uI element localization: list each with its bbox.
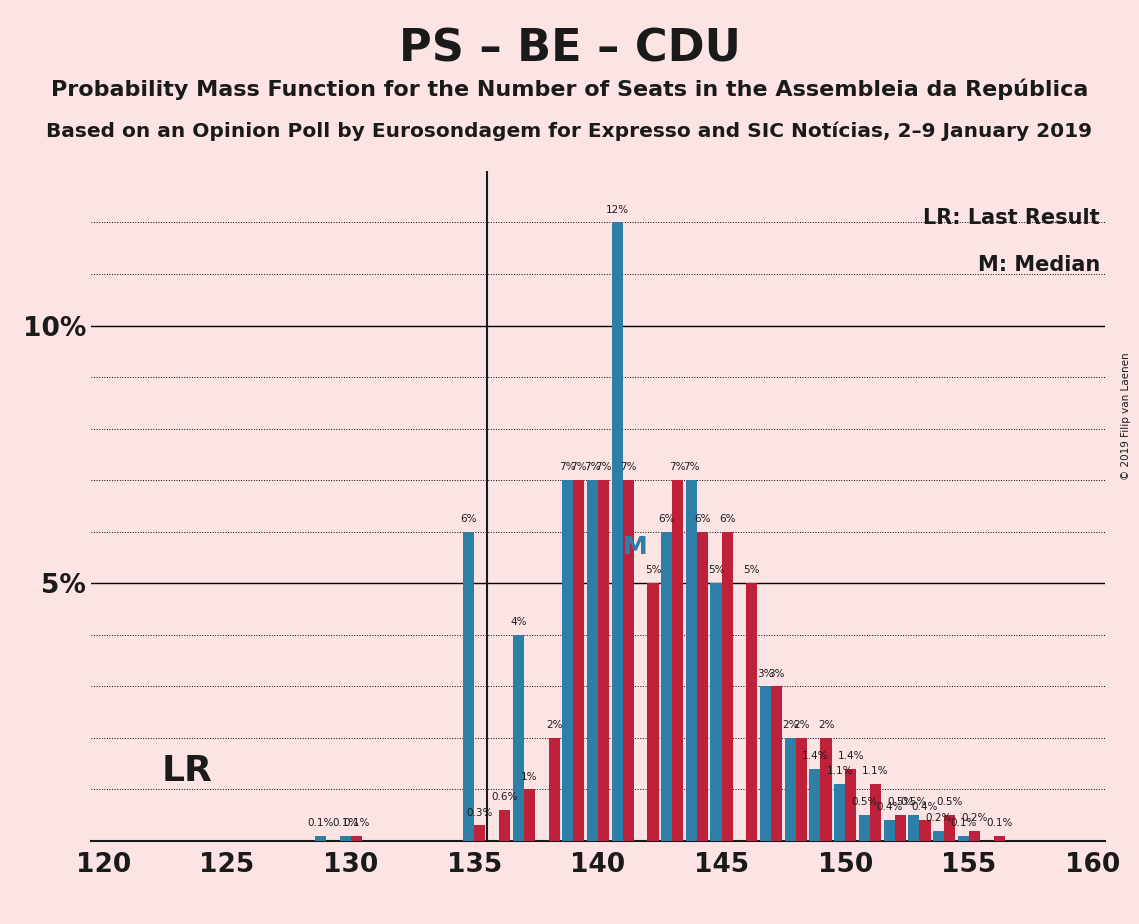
- Bar: [623, 480, 633, 841]
- Bar: [722, 531, 732, 841]
- Bar: [314, 835, 326, 841]
- Text: 6%: 6%: [719, 514, 736, 524]
- Text: 1%: 1%: [522, 772, 538, 782]
- Bar: [549, 737, 559, 841]
- Bar: [771, 687, 782, 841]
- Bar: [464, 531, 474, 841]
- Text: M: M: [623, 535, 647, 559]
- Bar: [598, 480, 609, 841]
- Text: 3%: 3%: [757, 669, 773, 678]
- Bar: [969, 831, 980, 841]
- Text: 4%: 4%: [510, 617, 526, 627]
- Text: 0.2%: 0.2%: [961, 813, 988, 822]
- Text: 3%: 3%: [769, 669, 785, 678]
- Text: 0.5%: 0.5%: [936, 797, 962, 808]
- Text: 1.1%: 1.1%: [862, 766, 888, 776]
- Text: 6%: 6%: [694, 514, 711, 524]
- Text: 0.3%: 0.3%: [467, 808, 493, 818]
- Bar: [908, 815, 919, 841]
- Bar: [859, 815, 870, 841]
- Text: 2%: 2%: [782, 720, 798, 730]
- Bar: [933, 831, 944, 841]
- Bar: [661, 531, 672, 841]
- Bar: [524, 789, 535, 841]
- Text: 1.4%: 1.4%: [837, 751, 865, 761]
- Bar: [810, 769, 820, 841]
- Text: 7%: 7%: [620, 462, 637, 472]
- Bar: [563, 480, 573, 841]
- Bar: [884, 821, 894, 841]
- Text: PS – BE – CDU: PS – BE – CDU: [399, 28, 740, 71]
- Bar: [499, 810, 510, 841]
- Text: 2%: 2%: [818, 720, 834, 730]
- Bar: [746, 583, 757, 841]
- Text: 0.4%: 0.4%: [912, 803, 939, 812]
- Bar: [919, 821, 931, 841]
- Bar: [894, 815, 906, 841]
- Text: LR: Last Result: LR: Last Result: [923, 208, 1100, 228]
- Bar: [612, 223, 623, 841]
- Text: Based on an Opinion Poll by Eurosondagem for Expresso and SIC Notícias, 2–9 Janu: Based on an Opinion Poll by Eurosondagem…: [47, 122, 1092, 141]
- Text: LR: LR: [162, 754, 213, 788]
- Text: 0.1%: 0.1%: [308, 818, 334, 828]
- Text: 7%: 7%: [596, 462, 612, 472]
- Text: Probability Mass Function for the Number of Seats in the Assembleia da República: Probability Mass Function for the Number…: [51, 79, 1088, 100]
- Text: 2%: 2%: [793, 720, 810, 730]
- Bar: [647, 583, 658, 841]
- Text: M: Median: M: Median: [977, 255, 1100, 274]
- Text: 0.1%: 0.1%: [331, 818, 359, 828]
- Text: 0.4%: 0.4%: [876, 803, 902, 812]
- Text: 7%: 7%: [670, 462, 686, 472]
- Bar: [711, 583, 722, 841]
- Bar: [760, 687, 771, 841]
- Text: 7%: 7%: [683, 462, 699, 472]
- Bar: [993, 835, 1005, 841]
- Bar: [339, 835, 351, 841]
- Text: 0.1%: 0.1%: [343, 818, 369, 828]
- Text: 0.5%: 0.5%: [851, 797, 877, 808]
- Bar: [474, 825, 485, 841]
- Text: © 2019 Filip van Laenen: © 2019 Filip van Laenen: [1121, 352, 1131, 480]
- Text: 7%: 7%: [584, 462, 600, 472]
- Bar: [686, 480, 697, 841]
- Bar: [944, 815, 956, 841]
- Text: 12%: 12%: [606, 205, 629, 214]
- Text: 6%: 6%: [460, 514, 477, 524]
- Text: 7%: 7%: [559, 462, 576, 472]
- Bar: [697, 531, 708, 841]
- Bar: [834, 784, 845, 841]
- Bar: [351, 835, 362, 841]
- Text: 0.6%: 0.6%: [491, 792, 518, 802]
- Text: 5%: 5%: [707, 565, 724, 576]
- Text: 7%: 7%: [571, 462, 587, 472]
- Text: 0.1%: 0.1%: [950, 818, 976, 828]
- Text: 2%: 2%: [546, 720, 563, 730]
- Text: 5%: 5%: [645, 565, 662, 576]
- Bar: [845, 769, 857, 841]
- Bar: [820, 737, 831, 841]
- Bar: [958, 835, 969, 841]
- Bar: [796, 737, 806, 841]
- Text: 6%: 6%: [658, 514, 674, 524]
- Bar: [513, 635, 524, 841]
- Bar: [672, 480, 683, 841]
- Text: 0.5%: 0.5%: [887, 797, 913, 808]
- Text: 0.5%: 0.5%: [901, 797, 927, 808]
- Text: 1.4%: 1.4%: [802, 751, 828, 761]
- Bar: [785, 737, 796, 841]
- Bar: [587, 480, 598, 841]
- Text: 0.1%: 0.1%: [986, 818, 1013, 828]
- Bar: [573, 480, 584, 841]
- Text: 1.1%: 1.1%: [827, 766, 853, 776]
- Text: 5%: 5%: [744, 565, 760, 576]
- Text: 0.2%: 0.2%: [925, 813, 952, 822]
- Bar: [870, 784, 882, 841]
